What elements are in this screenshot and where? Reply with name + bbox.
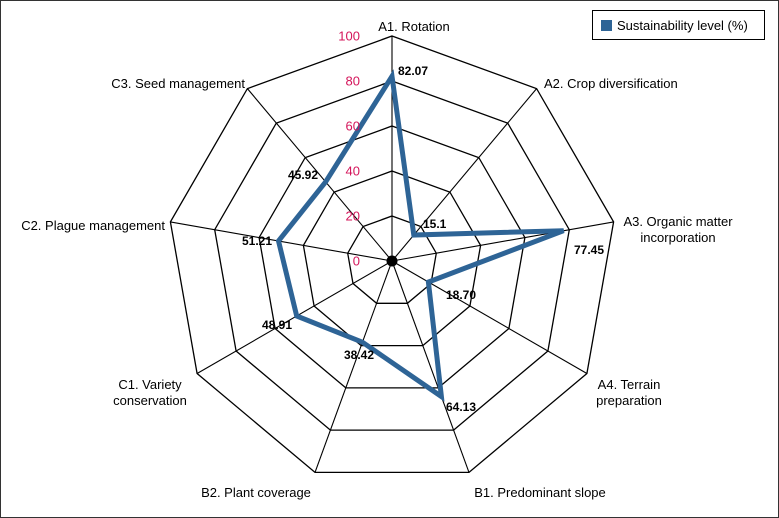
grid-ring-80 bbox=[214, 80, 570, 431]
radar-tick-labels: 0 20 40 60 80 100 bbox=[338, 29, 360, 269]
radar-value-labels: 82.07 15.1 77.45 18.70 64.13 38.42 48.91 51.21 4… bbox=[242, 64, 604, 414]
grid-ring-60 bbox=[258, 125, 526, 389]
value-label: 45.92 bbox=[288, 168, 318, 182]
category-label: A4. Terrain preparation bbox=[596, 377, 662, 408]
category-label: A3. Organic matter incorporation bbox=[623, 214, 733, 245]
tick-label: 20 bbox=[346, 209, 360, 224]
category-label: A2. Crop diversification bbox=[544, 76, 678, 91]
value-label: 38.42 bbox=[344, 348, 374, 362]
tick-label: 40 bbox=[346, 164, 360, 179]
spoke-3 bbox=[391, 221, 614, 262]
grid-ring-100 bbox=[169, 35, 615, 474]
grid-ring-40 bbox=[302, 170, 482, 347]
spoke-9 bbox=[246, 88, 393, 262]
spoke-2 bbox=[391, 88, 538, 262]
radar-series bbox=[275, 69, 565, 402]
radar-grid bbox=[169, 35, 615, 474]
center-dot bbox=[386, 255, 398, 267]
value-label: 82.07 bbox=[398, 64, 428, 78]
category-label: C3. Seed management bbox=[111, 76, 245, 91]
series-line bbox=[275, 69, 565, 402]
tick-label: 60 bbox=[346, 119, 360, 134]
category-label: C1. Variety conservation bbox=[113, 377, 187, 408]
tick-label: 0 bbox=[353, 254, 360, 269]
tick-label: 80 bbox=[346, 74, 360, 89]
category-label: B2. Plant coverage bbox=[201, 485, 311, 500]
legend: Sustainability level (%) bbox=[592, 10, 765, 40]
spoke-5 bbox=[391, 260, 470, 473]
spoke-6 bbox=[314, 260, 393, 473]
grid-ring-20 bbox=[347, 215, 437, 304]
value-label: 51.21 bbox=[242, 234, 272, 248]
category-label: A1. Rotation bbox=[378, 19, 450, 34]
category-label: C2. Plague management bbox=[21, 218, 165, 233]
tick-label: 100 bbox=[338, 29, 360, 44]
value-label: 77.45 bbox=[574, 243, 604, 257]
value-label: 15.1 bbox=[423, 217, 447, 231]
radar-category-labels: A1. Rotation A2. Crop diversification A3. … bbox=[21, 19, 733, 500]
legend-label: Sustainability level (%) bbox=[617, 17, 748, 33]
value-label: 64.13 bbox=[446, 400, 476, 414]
category-label: B1. Predominant slope bbox=[474, 485, 606, 500]
legend-swatch bbox=[601, 19, 612, 31]
value-label: 48.91 bbox=[262, 318, 292, 332]
value-label: 18.70 bbox=[446, 288, 476, 302]
spoke-4 bbox=[391, 260, 588, 374]
